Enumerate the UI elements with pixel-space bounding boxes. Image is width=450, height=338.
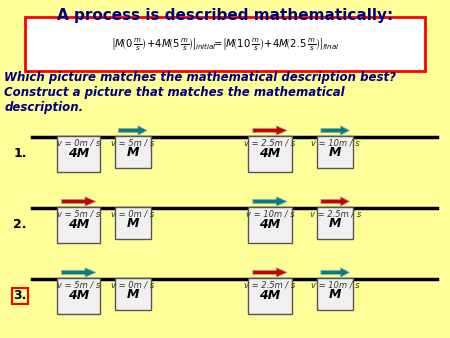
Text: 3.: 3. (14, 289, 27, 302)
Text: 4M: 4M (259, 289, 281, 302)
FancyBboxPatch shape (317, 136, 354, 168)
Text: v = 5m / s: v = 5m / s (57, 281, 100, 290)
Text: 4M: 4M (68, 289, 90, 302)
FancyBboxPatch shape (57, 207, 100, 243)
FancyBboxPatch shape (248, 207, 292, 243)
Text: v = 5m / s: v = 5m / s (111, 139, 154, 148)
Text: M: M (126, 217, 139, 230)
Polygon shape (321, 126, 350, 135)
Text: 1.: 1. (14, 147, 27, 160)
Text: v = 2.5m / s: v = 2.5m / s (244, 281, 296, 290)
Text: v = 10m / s: v = 10m / s (311, 281, 360, 290)
Text: v = 0m / s: v = 0m / s (111, 281, 154, 290)
Text: 4M: 4M (259, 147, 281, 160)
Text: v = 0m / s: v = 0m / s (57, 139, 100, 148)
Polygon shape (253, 126, 287, 135)
FancyBboxPatch shape (248, 278, 292, 314)
FancyBboxPatch shape (114, 207, 151, 239)
Text: Construct a picture that matches the mathematical: Construct a picture that matches the mat… (4, 86, 345, 99)
Polygon shape (253, 197, 287, 206)
Text: description.: description. (4, 101, 84, 114)
Polygon shape (62, 197, 96, 206)
FancyBboxPatch shape (57, 278, 100, 314)
Polygon shape (62, 268, 96, 277)
Text: M: M (126, 146, 139, 159)
Text: 4M: 4M (259, 218, 281, 231)
Text: M: M (126, 288, 139, 300)
FancyBboxPatch shape (248, 136, 292, 172)
FancyBboxPatch shape (25, 17, 425, 71)
Polygon shape (253, 268, 287, 277)
Text: v = 10m / s: v = 10m / s (311, 139, 360, 148)
Polygon shape (118, 126, 147, 135)
Text: M: M (329, 146, 342, 159)
Text: M: M (329, 217, 342, 230)
Text: 2.: 2. (14, 218, 27, 231)
Text: v = 2.5m / s: v = 2.5m / s (244, 139, 296, 148)
FancyBboxPatch shape (57, 136, 100, 172)
Text: Which picture matches the mathematical description best?: Which picture matches the mathematical d… (4, 71, 396, 84)
Polygon shape (321, 268, 350, 277)
FancyBboxPatch shape (317, 278, 354, 310)
Text: v = 0m / s: v = 0m / s (111, 210, 154, 219)
Text: A process is described mathematically:: A process is described mathematically: (57, 8, 393, 23)
Text: $\left[M\!\left(0\,\frac{m}{s}\right)\!+\!4M\!\left(5\,\frac{m}{s}\right)\right]: $\left[M\!\left(0\,\frac{m}{s}\right)\!+… (111, 36, 339, 52)
FancyBboxPatch shape (317, 207, 354, 239)
FancyBboxPatch shape (114, 278, 151, 310)
Text: 4M: 4M (68, 218, 90, 231)
Text: 4M: 4M (68, 147, 90, 160)
Text: v = 2.5m / s: v = 2.5m / s (310, 210, 361, 219)
Text: v = 10m / s: v = 10m / s (246, 210, 294, 219)
Text: v = 5m / s: v = 5m / s (57, 210, 100, 219)
Polygon shape (321, 197, 350, 206)
FancyBboxPatch shape (114, 136, 151, 168)
Text: M: M (329, 288, 342, 300)
